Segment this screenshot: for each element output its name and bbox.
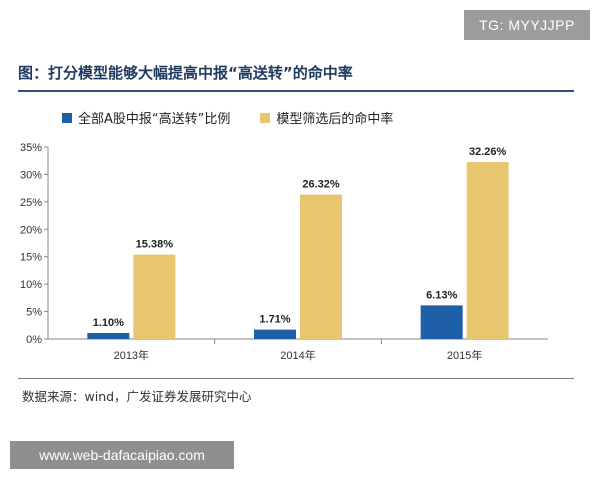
y-tick-label: 15% xyxy=(20,252,42,264)
data-label: 6.13% xyxy=(426,289,457,301)
x-tick-label: 2014年 xyxy=(280,348,315,362)
x-tick-label: 2013年 xyxy=(114,348,149,362)
y-tick-label: 35% xyxy=(20,142,42,154)
bar-series2 xyxy=(133,254,176,339)
data-label: 15.38% xyxy=(136,239,174,251)
legend-swatch-series2 xyxy=(260,112,271,123)
bar-series2 xyxy=(300,194,342,339)
y-tick-label: 10% xyxy=(20,279,42,291)
data-label: 1.71% xyxy=(259,314,290,326)
source-note: 数据来源：wind，广发证券发展研究中心 xyxy=(22,389,252,404)
source-divider xyxy=(18,378,574,379)
chart-legend: 全部A股中报“高送转”比例 模型筛选后的命中率 xyxy=(62,108,423,127)
y-tick-label: 5% xyxy=(26,307,42,319)
y-tick-label: 0% xyxy=(26,334,42,346)
data-label: 26.32% xyxy=(302,179,340,191)
legend-swatch-series1 xyxy=(62,112,72,123)
y-tick-label: 25% xyxy=(20,197,42,209)
bar-series1 xyxy=(254,329,296,339)
y-tick-label: 30% xyxy=(20,169,42,181)
watermark-top-badge: TG: MYYJJPP xyxy=(464,10,590,40)
legend-label-series1: 全部A股中报“高送转”比例 xyxy=(78,112,231,127)
legend-label-series2: 模型筛选后的命中率 xyxy=(276,112,394,127)
bar-series2 xyxy=(466,162,509,339)
x-tick-label: 2015年 xyxy=(447,348,482,362)
title-divider xyxy=(18,90,574,92)
bar-series1 xyxy=(420,305,463,339)
chart-title: 图：打分模型能够大幅提高中报“高送转”的命中率 xyxy=(18,64,353,82)
legend-item-series1: 全部A股中报“高送转”比例 xyxy=(62,108,230,127)
data-label: 32.26% xyxy=(469,146,507,158)
bar-series1 xyxy=(87,332,130,339)
y-tick-label: 20% xyxy=(20,224,42,236)
watermark-bottom-badge: www.web-dafacaipiao.com xyxy=(10,441,234,469)
data-label: 1.10% xyxy=(93,317,124,329)
legend-item-series2: 模型筛选后的命中率 xyxy=(260,108,393,127)
